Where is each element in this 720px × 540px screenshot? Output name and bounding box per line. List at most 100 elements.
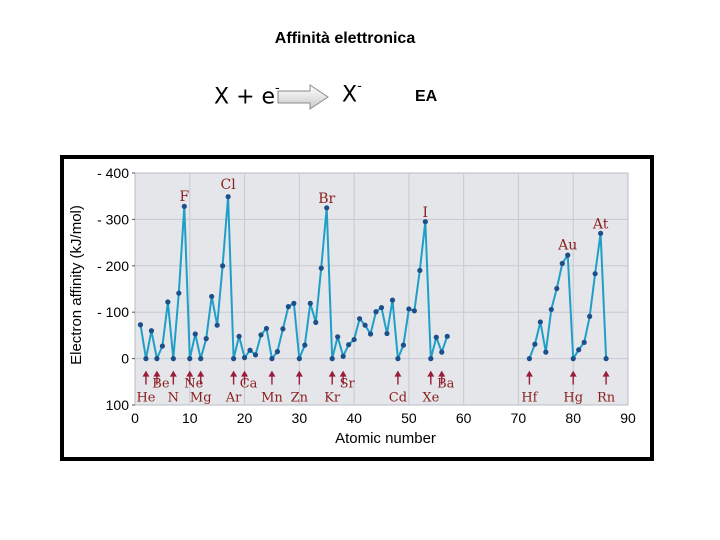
data-point — [554, 285, 560, 292]
data-point — [143, 356, 149, 362]
data-point — [329, 356, 335, 362]
element-label: I — [423, 205, 429, 221]
data-point — [269, 356, 275, 362]
x-tick-label: 30 — [292, 410, 308, 426]
data-point — [214, 322, 220, 328]
data-point — [203, 336, 209, 342]
element-arrow-head — [197, 370, 205, 377]
element-arrow-head — [328, 370, 336, 377]
element-arrow-head — [153, 370, 161, 377]
y-tick-label: - 100 — [97, 304, 129, 320]
element-arrow-head — [186, 370, 194, 377]
data-point — [570, 356, 576, 362]
data-point — [411, 308, 417, 314]
data-point — [302, 342, 308, 348]
data-point — [170, 356, 176, 362]
y-tick-label: 0 — [121, 351, 129, 367]
data-point — [225, 194, 231, 200]
equation-right-charge: - — [357, 79, 362, 94]
y-tick-label: - 400 — [97, 165, 129, 181]
data-point — [274, 349, 281, 355]
element-label: Ar — [225, 391, 242, 406]
data-point — [280, 326, 286, 332]
element-arrow-head — [569, 370, 577, 377]
data-point — [351, 336, 357, 343]
element-label: Ca — [240, 377, 258, 392]
data-point — [209, 293, 215, 300]
data-point — [433, 334, 439, 340]
data-point — [598, 230, 604, 236]
equation-left: X + e- — [214, 81, 280, 109]
element-arrow-head — [142, 370, 150, 377]
data-point — [307, 300, 313, 306]
data-point — [389, 297, 396, 303]
data-point — [176, 290, 182, 296]
data-point — [159, 343, 165, 349]
data-point — [543, 349, 549, 355]
element-label: Hg — [563, 391, 583, 406]
data-point — [406, 306, 412, 312]
x-tick-label: 70 — [511, 410, 527, 426]
element-label: Mn — [261, 391, 283, 406]
data-point — [526, 356, 532, 362]
element-label: He — [136, 391, 155, 406]
equation-right-text: X — [342, 82, 358, 108]
data-point — [241, 355, 248, 361]
data-point — [581, 339, 587, 345]
data-point — [576, 347, 582, 353]
x-tick-label: 90 — [620, 410, 636, 426]
element-arrow-head — [295, 370, 303, 377]
data-point — [252, 352, 259, 358]
reaction-arrow-icon — [277, 84, 329, 110]
element-label: Br — [318, 191, 335, 207]
element-arrow-head — [230, 370, 238, 377]
element-arrow-head — [438, 370, 446, 377]
data-point — [148, 328, 155, 334]
y-tick-label: 100 — [106, 397, 130, 413]
x-tick-label: 40 — [346, 410, 362, 426]
data-point — [137, 322, 144, 328]
data-point — [395, 356, 401, 362]
data-point — [367, 331, 374, 337]
x-tick-label: 20 — [237, 410, 253, 426]
data-point — [356, 316, 363, 322]
data-point — [247, 347, 253, 353]
element-arrow-head — [169, 370, 177, 377]
element-label: Cd — [389, 391, 407, 406]
equation-left-charge: - — [275, 81, 280, 96]
element-label: Sr — [340, 377, 356, 392]
element-arrow-head — [268, 370, 276, 377]
data-point — [313, 319, 319, 326]
data-point — [258, 332, 264, 338]
x-axis-label: Atomic number — [335, 430, 436, 447]
equation-label: EA — [415, 88, 438, 105]
element-label: Rn — [597, 391, 616, 406]
data-point — [444, 333, 450, 339]
data-point — [263, 325, 270, 332]
element-label: F — [179, 189, 189, 205]
data-point — [378, 304, 385, 311]
data-point — [236, 333, 242, 339]
element-label: Be — [152, 377, 170, 392]
data-point — [548, 306, 554, 313]
element-label: Ba — [437, 377, 455, 392]
data-point — [603, 356, 609, 362]
element-label: N — [168, 391, 179, 406]
data-point — [340, 353, 346, 359]
slide-title: Affinità elettronica — [274, 30, 416, 47]
element-label: Zn — [291, 391, 309, 406]
data-point — [565, 252, 571, 258]
data-point — [198, 356, 204, 362]
data-point — [154, 356, 160, 362]
y-tick-label: - 200 — [97, 258, 129, 274]
data-point — [318, 265, 324, 271]
plot-area — [134, 172, 629, 406]
data-point — [181, 203, 187, 210]
data-point — [559, 260, 565, 267]
x-tick-label: 50 — [401, 410, 417, 426]
element-label: Hf — [521, 391, 538, 406]
data-point — [422, 219, 428, 225]
data-point — [384, 330, 390, 337]
equation-right: X- — [342, 79, 362, 108]
